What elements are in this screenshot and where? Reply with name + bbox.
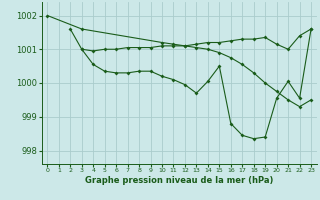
- X-axis label: Graphe pression niveau de la mer (hPa): Graphe pression niveau de la mer (hPa): [85, 176, 273, 185]
